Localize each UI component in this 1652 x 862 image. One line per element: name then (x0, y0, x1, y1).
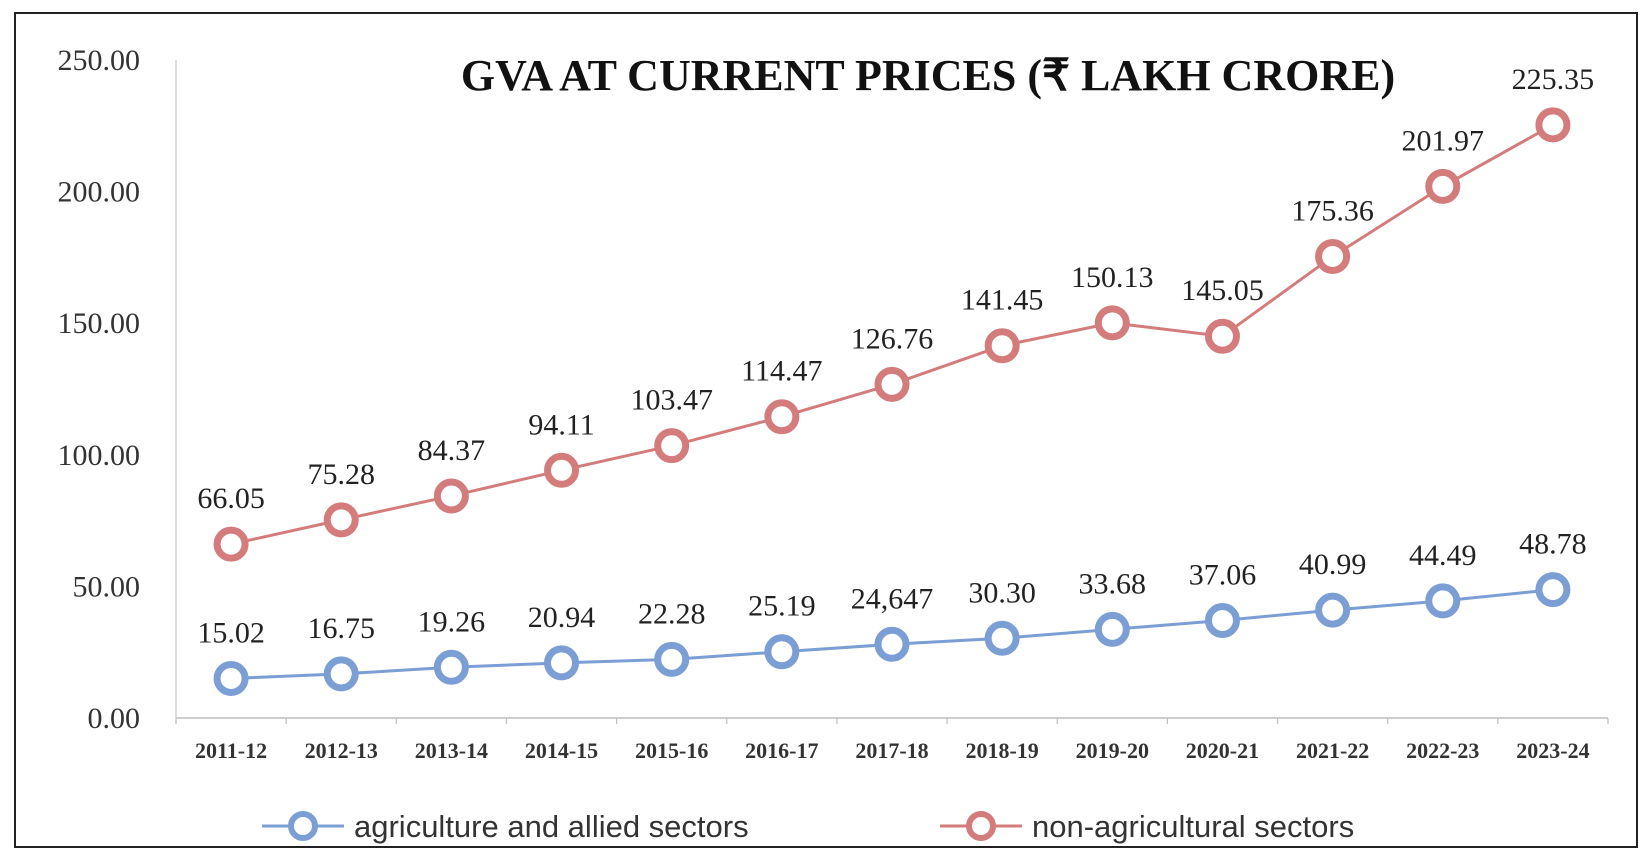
x-tick-label: 2011-12 (195, 738, 267, 763)
data-point (1094, 305, 1130, 341)
y-tick-label: 200.00 (58, 176, 141, 209)
x-tick-label: 2015-16 (635, 738, 708, 763)
data-point (654, 641, 690, 677)
data-label: 150.13 (1071, 261, 1154, 294)
data-label: 20.94 (528, 601, 596, 634)
x-tick-label: 2019-20 (1076, 738, 1149, 763)
x-tick-label: 2021-22 (1296, 738, 1369, 763)
y-tick-label: 100.00 (58, 439, 141, 472)
data-point (544, 452, 580, 488)
data-point (1315, 238, 1351, 274)
data-label: 40.99 (1299, 548, 1367, 581)
data-point (1425, 168, 1461, 204)
legend-item: agriculture and allied sectors (262, 809, 749, 844)
legend-label: non-agricultural sectors (1032, 809, 1354, 844)
data-label: 145.05 (1181, 274, 1264, 307)
legend-label: agriculture and allied sectors (354, 809, 749, 844)
x-tick-label: 2012-13 (305, 738, 378, 763)
series-layer (213, 107, 1571, 696)
chart-title: GVA AT CURRENT PRICES (₹ LAKH CRORE) (461, 51, 1395, 100)
y-tick-label: 0.00 (88, 702, 141, 735)
x-tick-label: 2013-14 (415, 738, 488, 763)
data-point (984, 328, 1020, 364)
axes: 0.00 50.00 100.00 150.00 200.00 250.00 2011-12… (58, 44, 1609, 763)
data-point (544, 645, 580, 681)
data-point (874, 626, 910, 662)
data-point (1204, 602, 1240, 638)
data-label: 37.06 (1189, 558, 1257, 591)
data-label: 25.19 (748, 590, 816, 623)
data-point (1535, 572, 1571, 608)
data-label: 201.97 (1402, 124, 1485, 157)
y-tick-label: 150.00 (58, 307, 141, 340)
chart-frame (14, 12, 1638, 848)
x-tick-label: 2020-21 (1186, 738, 1259, 763)
x-tick-label: 2017-18 (855, 738, 928, 763)
data-point (433, 478, 469, 514)
data-label: 126.76 (851, 322, 934, 355)
y-tick-label: 250.00 (58, 44, 141, 77)
data-label: 84.37 (418, 434, 486, 467)
data-label: 24,647 (851, 582, 934, 615)
data-point (1094, 611, 1130, 647)
data-label: 33.68 (1079, 567, 1147, 600)
data-point (984, 620, 1020, 656)
data-point (1535, 107, 1571, 143)
data-point (1315, 592, 1351, 628)
legend-marker (966, 811, 996, 841)
data-label: 15.02 (197, 616, 265, 649)
data-point (213, 660, 249, 696)
legend: agriculture and allied sectors non-agricu… (262, 809, 1354, 844)
data-label: 16.75 (307, 612, 375, 645)
data-point (323, 502, 359, 538)
data-label: 19.26 (418, 605, 486, 638)
data-label: 44.49 (1409, 539, 1477, 572)
x-tick-label: 2022-23 (1406, 738, 1479, 763)
data-point (654, 428, 690, 464)
data-point (213, 526, 249, 562)
legend-item: non-agricultural sectors (940, 809, 1354, 844)
data-point (433, 649, 469, 685)
data-label: 30.30 (968, 576, 1036, 609)
x-tick-label: 2014-15 (525, 738, 598, 763)
data-label: 66.05 (197, 482, 265, 515)
legend-marker (288, 811, 318, 841)
data-label: 114.47 (741, 355, 822, 388)
data-label: 94.11 (528, 408, 594, 441)
data-point (323, 656, 359, 692)
x-tick-label: 2016-17 (745, 738, 818, 763)
data-point (764, 399, 800, 435)
y-tick-label: 50.00 (73, 570, 141, 603)
data-label: 225.35 (1512, 63, 1595, 96)
data-point (1204, 318, 1240, 354)
data-point (874, 366, 910, 402)
data-label: 103.47 (630, 384, 713, 417)
data-point (1425, 583, 1461, 619)
data-label: 175.36 (1291, 194, 1374, 227)
x-tick-label: 2018-19 (965, 738, 1038, 763)
data-point (764, 634, 800, 670)
data-label: 48.78 (1519, 528, 1587, 561)
data-labels: 15.02 16.75 19.26 20.94 22.28 25.19 24,647 30.3… (197, 63, 1594, 650)
data-label: 22.28 (638, 597, 706, 630)
data-label: 141.45 (961, 284, 1044, 317)
x-tick-label: 2023-24 (1516, 738, 1589, 763)
data-label: 75.28 (307, 458, 375, 491)
